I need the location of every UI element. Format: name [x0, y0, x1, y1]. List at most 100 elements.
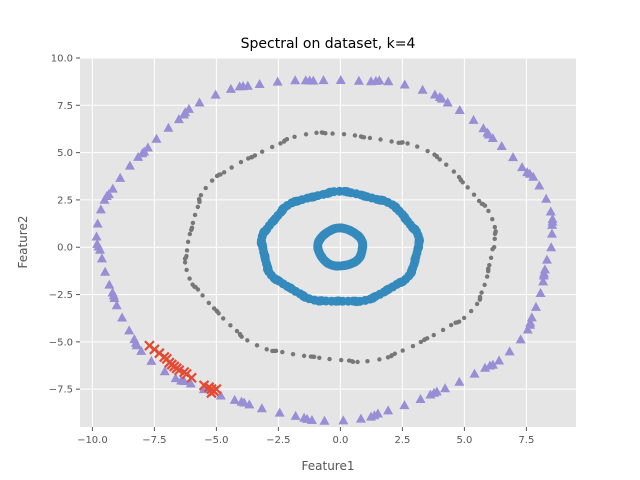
data-point-dot [238, 159, 244, 165]
data-point-triangle [194, 97, 205, 107]
data-point-dot [221, 170, 227, 175]
x-tick-label: −7.5 [142, 435, 166, 446]
data-point-dot [448, 322, 454, 328]
data-point-triangle [290, 75, 301, 85]
y-axis-label: Feature2 [16, 216, 30, 269]
data-point-dot [330, 131, 335, 136]
x-tick-label: 7.5 [518, 435, 534, 446]
data-point-dot [396, 140, 401, 145]
x-tick-label: −10.0 [77, 435, 108, 446]
data-point-dot [410, 343, 416, 349]
data-point-triangle [133, 151, 144, 161]
data-point-dot [187, 231, 193, 237]
data-point-dot [465, 185, 470, 190]
y-tick-label: 10.0 [51, 54, 73, 65]
data-point-triangle [541, 193, 552, 203]
data-point-dot [209, 178, 215, 183]
x-tick-label: 0.0 [332, 435, 348, 446]
data-point-triangle [534, 180, 545, 190]
data-point-triangle [244, 399, 255, 409]
data-point-dot [378, 137, 383, 142]
data-point-dot [301, 353, 307, 359]
data-point-circle [413, 243, 423, 253]
data-point-triangle [319, 415, 330, 425]
data-point-dot [195, 287, 201, 292]
data-point-dot [197, 199, 202, 205]
data-point-triangle [234, 81, 245, 91]
data-point-dot [377, 357, 382, 362]
data-point-triangle [163, 122, 174, 132]
data-point-triangle [478, 123, 489, 133]
grid-lines [80, 57, 576, 427]
data-point-dot [187, 276, 192, 281]
data-point-dot [259, 149, 265, 154]
data-point-triangle [215, 390, 226, 400]
data-point-triangle [399, 79, 410, 89]
data-point-triangle [383, 405, 394, 415]
data-point-triangle [431, 386, 442, 396]
data-point-triangle [151, 133, 162, 143]
data-point-dot [317, 355, 322, 360]
data-point-dot [280, 349, 285, 355]
data-point-triangle [92, 218, 103, 228]
data-point-triangle [256, 403, 267, 413]
data-point-dot [214, 173, 220, 179]
data-point-dot [182, 256, 188, 261]
data-point-dot [203, 185, 208, 191]
data-point-dot [474, 301, 480, 307]
data-point-triangle [515, 334, 526, 344]
y-tick-label: −2.5 [49, 290, 73, 301]
data-point-triangle [109, 292, 120, 302]
y-tick-label: 2.5 [57, 195, 73, 206]
data-point-triangle [535, 287, 546, 297]
data-point-dot [492, 236, 497, 242]
data-point-triangle [159, 366, 170, 376]
data-point-dot [195, 204, 201, 210]
data-point-triangle [210, 89, 221, 99]
x-tick-label: 2.5 [394, 435, 410, 446]
data-point-triangle [383, 76, 394, 86]
data-point-dot [486, 208, 491, 214]
data-point-triangle [522, 167, 533, 177]
data-point-dot [341, 132, 347, 137]
data-point-triangle [254, 78, 265, 88]
data-point-dot [264, 347, 269, 352]
data-point-dot [493, 229, 498, 234]
data-point-dot [245, 338, 250, 343]
data-point-triangle [117, 312, 128, 322]
y-tick-label: 0.0 [57, 243, 73, 254]
data-point-dot [319, 130, 325, 135]
data-point-triangle [318, 75, 329, 85]
data-point-dot [189, 227, 194, 233]
data-point-triangle [178, 109, 189, 119]
data-point-triangle [526, 312, 537, 322]
data-point-triangle [274, 407, 285, 417]
data-point-triangle [107, 183, 118, 193]
data-point-triangle [136, 345, 147, 355]
data-point-triangle [469, 368, 480, 378]
data-point-triangle [504, 346, 515, 356]
data-point-triangle [530, 301, 541, 311]
data-point-triangle [355, 413, 366, 423]
data-point-triangle [541, 254, 552, 264]
x-tick-label: −5.0 [204, 435, 228, 446]
data-point-triangle [306, 414, 317, 424]
data-point-dot [184, 248, 190, 253]
chart-title: Spectral on dataset, k=4 [241, 36, 416, 52]
data-point-dot [184, 267, 189, 273]
data-point-triangle [91, 231, 102, 241]
data-point-dot [269, 144, 275, 150]
data-point-x [206, 387, 217, 399]
data-point-dot [418, 339, 424, 345]
data-point-dot [400, 348, 405, 353]
data-point-triangle [124, 160, 135, 170]
x-tick-label: 5.0 [456, 435, 472, 446]
data-point-triangle [353, 75, 364, 85]
data-point-triangle [239, 397, 250, 407]
data-point-dot [431, 332, 436, 338]
data-point-dot [486, 266, 491, 271]
data-point-triangle [415, 393, 426, 403]
data-point-dot [278, 141, 283, 146]
